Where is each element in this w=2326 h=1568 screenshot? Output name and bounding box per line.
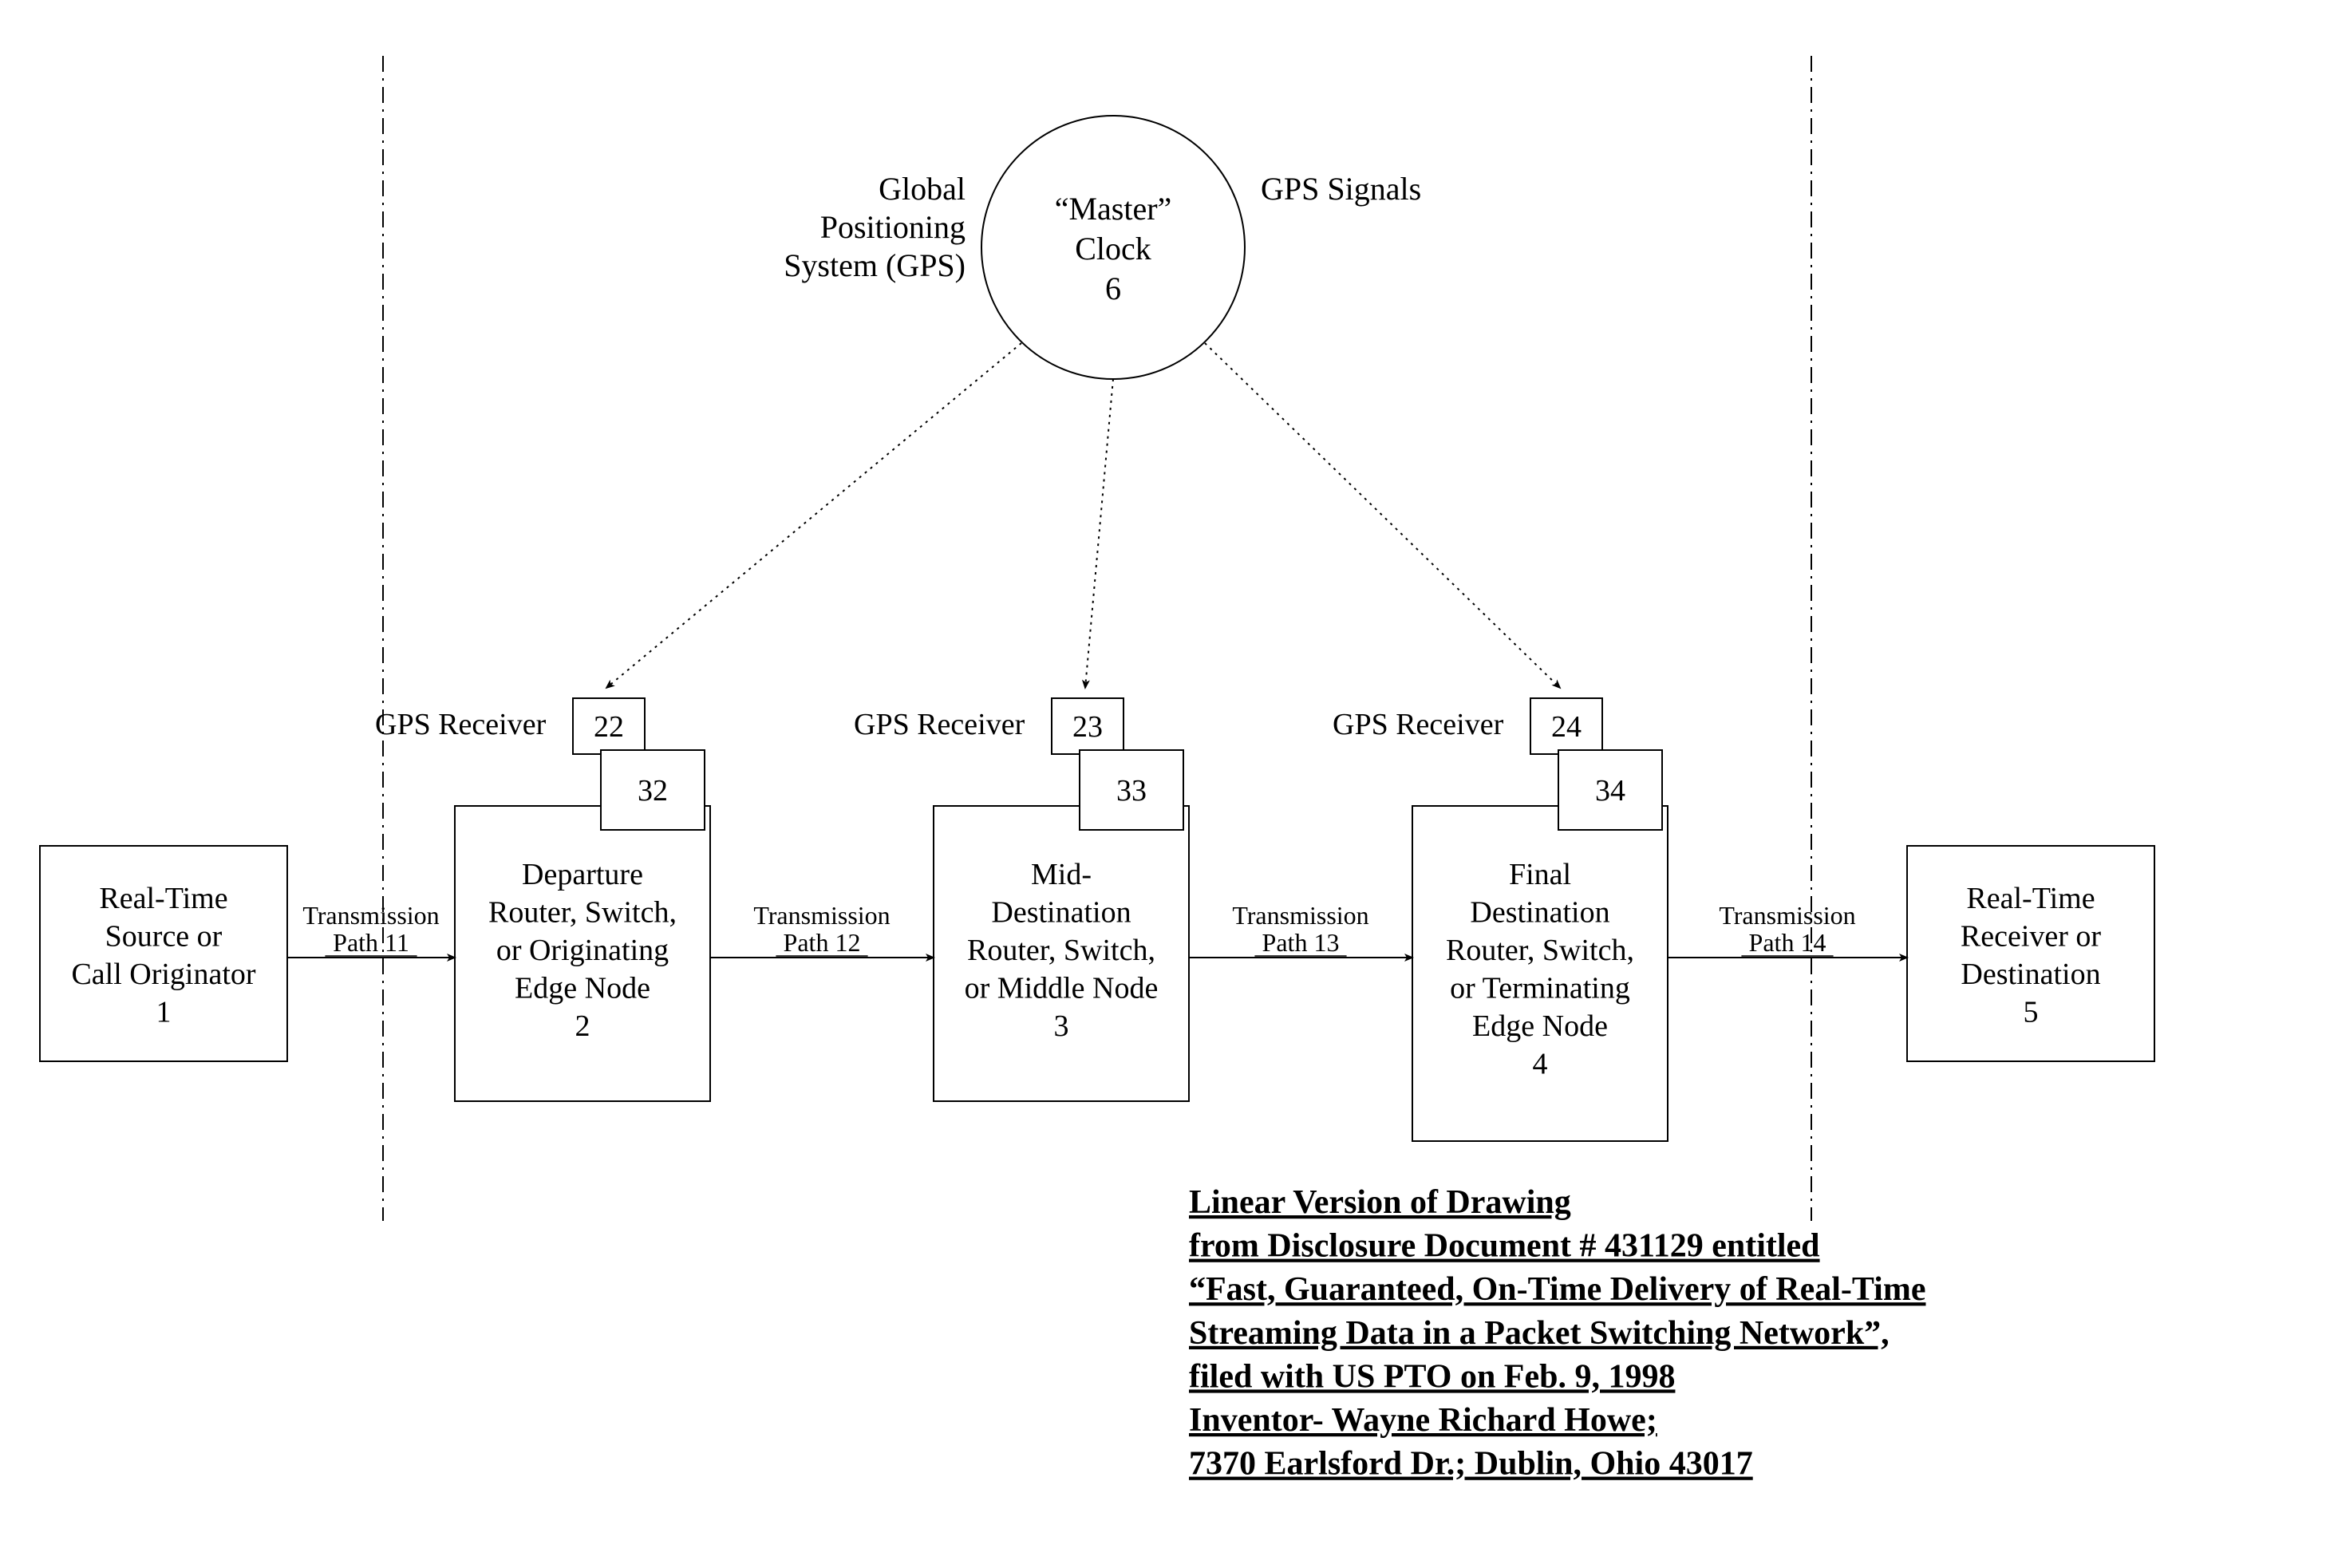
svg-text:Router, Switch,: Router, Switch, — [967, 934, 1155, 967]
svg-text:Real-Time: Real-Time — [99, 882, 227, 915]
svg-text:34: 34 — [1595, 774, 1625, 808]
svg-text:Edge Node: Edge Node — [1472, 1009, 1608, 1043]
svg-text:Router, Switch,: Router, Switch, — [1446, 934, 1634, 967]
svg-text:Positioning: Positioning — [820, 209, 966, 245]
svg-text:Receiver or: Receiver or — [1961, 920, 2102, 954]
svg-text:4: 4 — [1533, 1048, 1548, 1081]
svg-text:or Middle Node: or Middle Node — [965, 972, 1159, 1005]
svg-text:2: 2 — [575, 1009, 590, 1043]
svg-text:Transmission: Transmission — [1232, 901, 1368, 930]
svg-text:5: 5 — [2024, 996, 2039, 1029]
svg-text:Departure: Departure — [522, 858, 643, 891]
network-diagram: “Master” Clock 6 GlobalPositioningSystem (G… — [0, 0, 2326, 1568]
svg-text:22: 22 — [594, 710, 624, 744]
svg-text:Global: Global — [879, 171, 966, 207]
svg-text:Destination: Destination — [991, 896, 1131, 930]
gps-receiver-label: GPS Receiver — [375, 708, 547, 741]
svg-text:Path 12: Path 12 — [784, 928, 861, 957]
gps-signal-arrow — [606, 343, 1021, 688]
svg-text:GPS Signals: GPS Signals — [1261, 171, 1421, 207]
svg-text:Path 11: Path 11 — [333, 928, 409, 957]
svg-text:Path 14: Path 14 — [1749, 928, 1826, 957]
caption-line: Linear Version of Drawing — [1189, 1184, 1571, 1221]
svg-text:32: 32 — [638, 774, 668, 808]
svg-text:Destination: Destination — [1961, 958, 2100, 991]
caption-line: “Fast, Guaranteed, On-Time Delivery of R… — [1189, 1271, 1925, 1308]
svg-text:Mid-: Mid- — [1031, 858, 1092, 891]
svg-text:Call Originator: Call Originator — [71, 958, 255, 991]
svg-text:Transmission: Transmission — [1719, 901, 1855, 930]
svg-text:Source or: Source or — [105, 920, 223, 954]
svg-text:23: 23 — [1072, 710, 1103, 744]
svg-text:1: 1 — [156, 996, 172, 1029]
svg-text:6: 6 — [1105, 271, 1121, 306]
svg-text:Final: Final — [1509, 858, 1571, 891]
gps-receiver-label: GPS Receiver — [854, 708, 1025, 741]
network-node-5 — [1907, 846, 2154, 1061]
caption-line: Streaming Data in a Packet Switching Net… — [1189, 1315, 1890, 1352]
network-node-1 — [40, 846, 287, 1061]
svg-text:or Originating: or Originating — [496, 934, 669, 967]
svg-text:Clock: Clock — [1075, 231, 1151, 267]
svg-text:System (GPS): System (GPS) — [784, 247, 966, 283]
svg-text:or Terminating: or Terminating — [1450, 972, 1630, 1005]
svg-text:33: 33 — [1116, 774, 1147, 808]
caption-line: Inventor- Wayne Richard Howe; — [1189, 1402, 1657, 1439]
svg-text:Transmission: Transmission — [753, 901, 890, 930]
svg-text:Edge Node: Edge Node — [515, 972, 650, 1005]
caption-line: 7370 Earlsford Dr.; Dublin, Ohio 43017 — [1189, 1446, 1753, 1483]
caption-line: from Disclosure Document # 431129 entitl… — [1189, 1228, 1820, 1265]
svg-text:Real-Time: Real-Time — [1966, 882, 2095, 915]
gps-signal-arrow — [1205, 343, 1560, 688]
svg-text:Router, Switch,: Router, Switch, — [488, 896, 677, 930]
gps-signal-arrow — [1085, 379, 1113, 688]
svg-text:24: 24 — [1551, 710, 1582, 744]
svg-text:Transmission: Transmission — [302, 901, 439, 930]
caption-line: filed with US PTO on Feb. 9, 1998 — [1189, 1358, 1675, 1395]
svg-text:Path 13: Path 13 — [1262, 928, 1340, 957]
svg-text:3: 3 — [1054, 1009, 1069, 1043]
svg-text:“Master”: “Master” — [1055, 191, 1172, 227]
svg-text:Destination: Destination — [1470, 896, 1609, 930]
gps-receiver-label: GPS Receiver — [1333, 708, 1504, 741]
